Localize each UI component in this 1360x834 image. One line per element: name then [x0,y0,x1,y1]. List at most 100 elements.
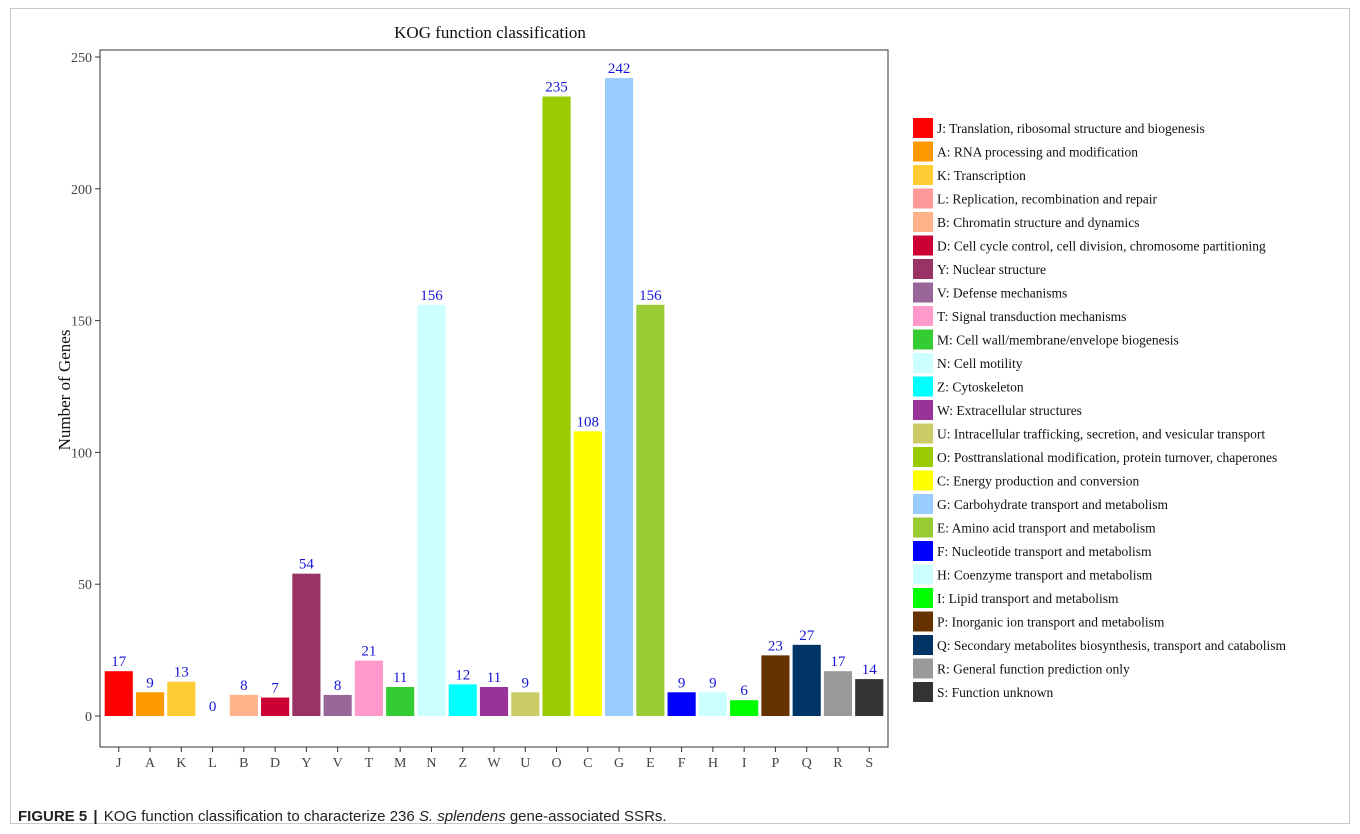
legend-swatch-V [913,282,933,303]
data-label-C: 108 [577,414,600,430]
x-tick-label-E: E [646,756,655,771]
x-tick-label-S: S [865,756,873,771]
legend-item-Q: Q: Secondary metabolites biosynthesis, t… [937,638,1287,653]
data-label-E: 156 [639,288,662,304]
legend-item-W: W: Extracellular structures [937,403,1082,418]
legend-item-K: K: Transcription [937,168,1026,183]
x-tick-label-I: I [742,756,747,771]
legend-swatch-G [913,494,933,514]
data-label-B: 8 [240,678,248,694]
data-label-V: 8 [334,678,342,694]
y-tick-label: 200 [71,183,92,198]
x-tick-label-T: T [365,756,374,771]
x-tick-label-G: G [614,756,624,771]
figure-label: FIGURE 5 [18,808,88,825]
bar-Y [292,573,321,716]
y-tick-label: 150 [71,315,92,330]
bar-O [542,96,571,717]
x-tick-label-Y: Y [301,756,311,771]
bar-N [417,304,446,716]
bars [104,78,884,717]
x-tick-label-P: P [772,756,780,771]
data-label-K: 13 [174,665,189,681]
x-tick-label-O: O [551,756,561,771]
bar-P [761,655,790,716]
legend-swatch-K [913,165,933,185]
data-label-D: 7 [271,681,279,697]
legend-item-R: R: General function prediction only [937,662,1130,677]
x-tick-label-W: W [487,756,501,771]
legend-item-V: V: Defense mechanisms [937,286,1067,301]
x-tick-label-Z: Z [458,756,467,771]
bar-J [104,671,133,716]
figure-caption: FIGURE 5 | KOG function classification t… [18,808,667,825]
y-tick-label: 50 [78,578,92,593]
legend-swatch-H [913,564,933,585]
x-tick-label-D: D [270,756,280,771]
x-tick-label-A: A [145,756,156,771]
data-label-T: 21 [361,644,376,660]
legend-item-A: A: RNA processing and modification [937,145,1138,160]
legend-swatch-Y [913,259,933,279]
legend-item-C: C: Energy production and conversion [937,474,1139,489]
chart-title: KOG function classification [394,23,586,42]
data-labels: 17 9 13 0 8 7 54 8 21 11 156 12 11 9 235 108 242 156 9 9 6 23… [111,61,877,715]
legend-swatch-D [913,235,933,256]
x-tick-label-M: M [394,756,407,771]
legend: J: Translation, ribosomal structure and … [913,118,1287,702]
legend-item-M: M: Cell wall/membrane/envelope biogenesi… [937,333,1179,348]
bar-G [605,78,634,716]
legend-item-H: H: Coenzyme transport and metabolism [937,568,1153,583]
data-label-S: 14 [862,662,878,678]
x-tick-label-N: N [426,756,436,771]
legend-swatch-P [913,611,933,632]
data-label-J: 17 [111,654,127,670]
data-label-F: 9 [678,675,686,691]
legend-swatch-Z [913,376,933,397]
bar-U [511,692,540,716]
bar-C [573,431,602,716]
x-tick-label-F: F [678,756,686,771]
data-label-I: 6 [740,683,748,699]
legend-item-E: E: Amino acid transport and metabolism [937,521,1156,536]
y-tick-label: 250 [71,51,92,66]
data-label-M: 11 [393,670,407,686]
legend-item-D: D: Cell cycle control, cell division, ch… [937,239,1266,254]
x-tick-label-C: C [583,756,592,771]
x-tick-label-Q: Q [802,756,812,771]
bar-H [698,692,727,716]
data-label-Z: 12 [455,667,470,683]
data-label-N: 156 [420,288,443,304]
data-label-O: 235 [545,80,568,96]
data-label-U: 9 [522,675,530,691]
legend-swatch-F [913,541,933,561]
legend-item-L: L: Replication, recombination and repair [937,192,1158,207]
data-label-R: 17 [830,654,846,670]
bar-D [261,697,290,716]
caption-species: S. splendens [418,808,506,825]
data-label-A: 9 [146,675,154,691]
legend-swatch-I [913,588,933,608]
data-label-Y: 54 [299,557,315,573]
data-label-W: 11 [487,670,501,686]
legend-swatch-Q [913,635,933,655]
bar-S [855,679,884,716]
data-label-P: 23 [768,638,783,654]
figure-separator: | [93,808,98,825]
data-label-G: 242 [608,61,631,77]
legend-item-U: U: Intracellular trafficking, secretion,… [937,427,1265,442]
bar-F [667,692,696,716]
x-tick-label-R: R [833,756,843,771]
bar-B [229,694,258,716]
x-tick-label-J: J [116,756,122,771]
x-tick-label-K: K [176,756,186,771]
bar-Z [448,684,477,716]
bar-M [386,687,415,716]
caption-prefix: KOG function classification to character… [103,808,415,825]
legend-swatch-N [913,353,933,373]
legend-swatch-T [913,306,933,326]
x-tick-label-B: B [239,756,248,771]
y-axis: 0 50 100 150 200 250 [71,51,100,725]
legend-swatch-O [913,447,933,467]
